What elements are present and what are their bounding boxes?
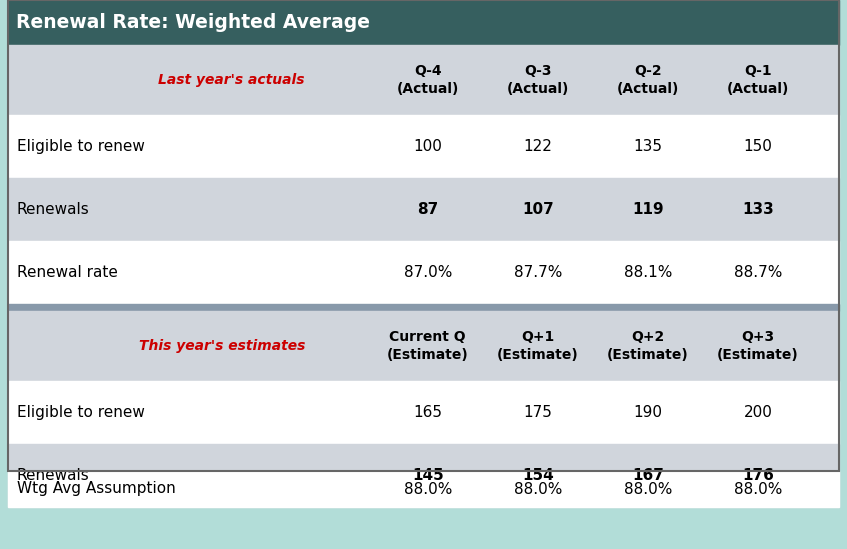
Bar bbox=[8, 115, 839, 178]
Text: 154: 154 bbox=[522, 468, 554, 483]
Text: 107: 107 bbox=[522, 202, 554, 217]
Text: 88.1%: 88.1% bbox=[623, 265, 673, 280]
Bar bbox=[8, 444, 839, 507]
Bar bbox=[8, 241, 839, 304]
Text: 165: 165 bbox=[413, 405, 442, 420]
Text: Eligible to renew: Eligible to renew bbox=[17, 405, 145, 420]
Text: Renewals: Renewals bbox=[17, 202, 90, 217]
Text: Renewals: Renewals bbox=[17, 468, 90, 483]
Text: Q+3
(Estimate): Q+3 (Estimate) bbox=[717, 330, 799, 362]
Text: Last year's actuals: Last year's actuals bbox=[158, 73, 305, 87]
Text: 119: 119 bbox=[632, 202, 664, 217]
Bar bbox=[8, 0, 839, 45]
Text: 175: 175 bbox=[523, 405, 552, 420]
Text: Renewal Rate: Weighted Average: Renewal Rate: Weighted Average bbox=[16, 13, 370, 32]
Bar bbox=[8, 0, 839, 471]
Text: 122: 122 bbox=[523, 139, 552, 154]
Text: Wtg Avg Assumption: Wtg Avg Assumption bbox=[17, 481, 175, 496]
Text: Q-2
(Actual): Q-2 (Actual) bbox=[617, 64, 679, 96]
Text: 88.0%: 88.0% bbox=[734, 481, 783, 496]
Bar bbox=[8, 381, 839, 444]
Bar bbox=[8, 178, 839, 241]
Text: 100: 100 bbox=[413, 139, 442, 154]
Bar bbox=[8, 304, 839, 311]
Text: 87: 87 bbox=[417, 202, 439, 217]
Text: Q+1
(Estimate): Q+1 (Estimate) bbox=[497, 330, 579, 362]
Text: 87.7%: 87.7% bbox=[513, 265, 562, 280]
Text: Q+2
(Estimate): Q+2 (Estimate) bbox=[607, 330, 689, 362]
Text: 88.0%: 88.0% bbox=[403, 481, 452, 496]
Text: 176: 176 bbox=[742, 468, 774, 483]
Bar bbox=[8, 471, 839, 507]
Text: 88.7%: 88.7% bbox=[734, 265, 783, 280]
Text: 133: 133 bbox=[742, 202, 774, 217]
Text: 190: 190 bbox=[634, 405, 662, 420]
Text: 200: 200 bbox=[744, 405, 772, 420]
Text: 135: 135 bbox=[634, 139, 662, 154]
Text: Current Q
(Estimate): Current Q (Estimate) bbox=[387, 330, 468, 362]
Bar bbox=[8, 311, 839, 381]
Text: 145: 145 bbox=[412, 468, 444, 483]
Text: Q-4
(Actual): Q-4 (Actual) bbox=[396, 64, 459, 96]
Text: 88.0%: 88.0% bbox=[623, 481, 673, 496]
Text: 167: 167 bbox=[632, 468, 664, 483]
Text: This year's estimates: This year's estimates bbox=[139, 339, 305, 353]
Text: Q-3
(Actual): Q-3 (Actual) bbox=[507, 64, 569, 96]
Text: 150: 150 bbox=[744, 139, 772, 154]
Text: 88.0%: 88.0% bbox=[513, 481, 562, 496]
Bar bbox=[8, 45, 839, 115]
Text: Eligible to renew: Eligible to renew bbox=[17, 139, 145, 154]
Text: 87.0%: 87.0% bbox=[403, 265, 452, 280]
Text: Q-1
(Actual): Q-1 (Actual) bbox=[727, 64, 789, 96]
Text: Renewal rate: Renewal rate bbox=[17, 265, 118, 280]
